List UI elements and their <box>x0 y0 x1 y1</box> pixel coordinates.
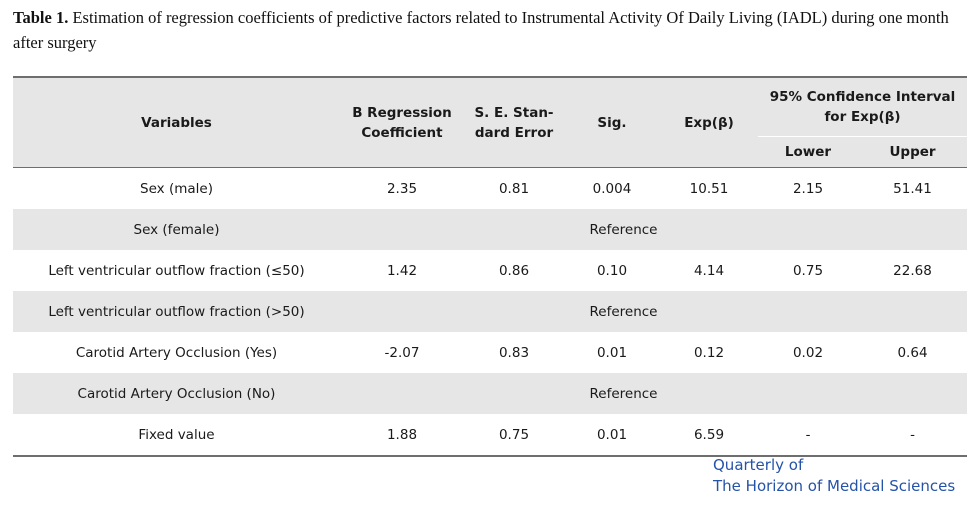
cell-sig: 0.01 <box>596 426 628 443</box>
cell-se: 0.81 <box>464 167 564 209</box>
caption-label: Table 1. <box>13 8 69 27</box>
header-exp: Exp(β) <box>660 77 758 168</box>
table-row: Fixed value 1.88 0.75 0.01 6.59 - - <box>13 414 967 456</box>
cell-reference: Reference <box>340 373 967 414</box>
cell-lower: 0.75 <box>792 262 824 279</box>
table-row: Carotid Artery Occlusion (Yes) -2.07 0.8… <box>13 332 967 373</box>
cell-exp: 10.51 <box>660 167 758 209</box>
cell-upper: - <box>910 426 915 443</box>
cell-reference: Reference <box>340 291 967 332</box>
table-row: Sex (female) Reference <box>13 209 967 250</box>
cell-upper: 51.41 <box>858 167 967 209</box>
cell-upper: 22.68 <box>893 262 932 279</box>
cell-variable: Left ventricular outflow fraction (>50) <box>13 291 340 332</box>
caption-text: Estimation of regression coefficients of… <box>13 8 949 52</box>
header-confidence-interval: 95% Confidence Interval for Exp(β) <box>758 77 967 137</box>
cell-exp: 4.14 <box>693 262 725 279</box>
table-caption: Table 1. Estimation of regression coeffi… <box>13 5 968 55</box>
cell-variable: Fixed value <box>138 426 215 443</box>
cell-se: 0.75 <box>498 426 530 443</box>
cell-sig: 0.01 <box>596 344 628 361</box>
table-row: Carotid Artery Occlusion (No) Reference <box>13 373 967 414</box>
table-row: Left ventricular outflow fraction (≤50) … <box>13 250 967 291</box>
header-sig: Sig. <box>564 77 660 168</box>
header-lower: Lower <box>758 136 858 168</box>
cell-variable: Carotid Artery Occlusion (No) <box>13 373 340 414</box>
header-b-regression: B Regression Coefficient <box>340 77 464 168</box>
cell-sig: 0.004 <box>564 167 660 209</box>
cell-b: 1.42 <box>386 262 418 279</box>
table-row: Sex (male) 2.35 0.81 0.004 10.51 2.15 51… <box>13 167 967 209</box>
cell-variable: Sex (female) <box>13 209 340 250</box>
journal-logo-line1: Quarterly of <box>713 456 804 474</box>
cell-reference: Reference <box>340 209 967 250</box>
cell-variable: Carotid Artery Occlusion (Yes) <box>75 344 278 361</box>
header-standard-error: S. E. Stan-dard Error <box>464 77 564 168</box>
journal-logo-line2: The Horizon of Medical Sciences <box>713 477 956 495</box>
cell-exp: 6.59 <box>693 426 725 443</box>
cell-lower: 0.02 <box>792 344 824 361</box>
header-variables: Variables <box>13 77 340 168</box>
table-row: Left ventricular outflow fraction (>50) … <box>13 291 967 332</box>
cell-se: 0.86 <box>498 262 530 279</box>
cell-lower: 2.15 <box>758 167 858 209</box>
cell-exp: 0.12 <box>693 344 725 361</box>
cell-upper: 0.64 <box>897 344 928 361</box>
journal-logo: Quarterly of The Horizon of Medical Scie… <box>713 455 955 497</box>
cell-sig: 0.10 <box>596 262 628 279</box>
cell-b: 1.88 <box>386 426 418 443</box>
cell-lower: - <box>805 426 811 443</box>
cell-b: 2.35 <box>340 167 464 209</box>
header-upper: Upper <box>858 136 967 168</box>
cell-se: 0.83 <box>498 344 530 361</box>
cell-variable: Sex (male) <box>13 167 340 209</box>
cell-variable: Left ventricular outflow fraction (≤50) <box>48 262 305 279</box>
cell-b: -2.07 <box>384 344 420 361</box>
regression-table: Variables B Regression Coefficient S. E.… <box>13 76 967 457</box>
